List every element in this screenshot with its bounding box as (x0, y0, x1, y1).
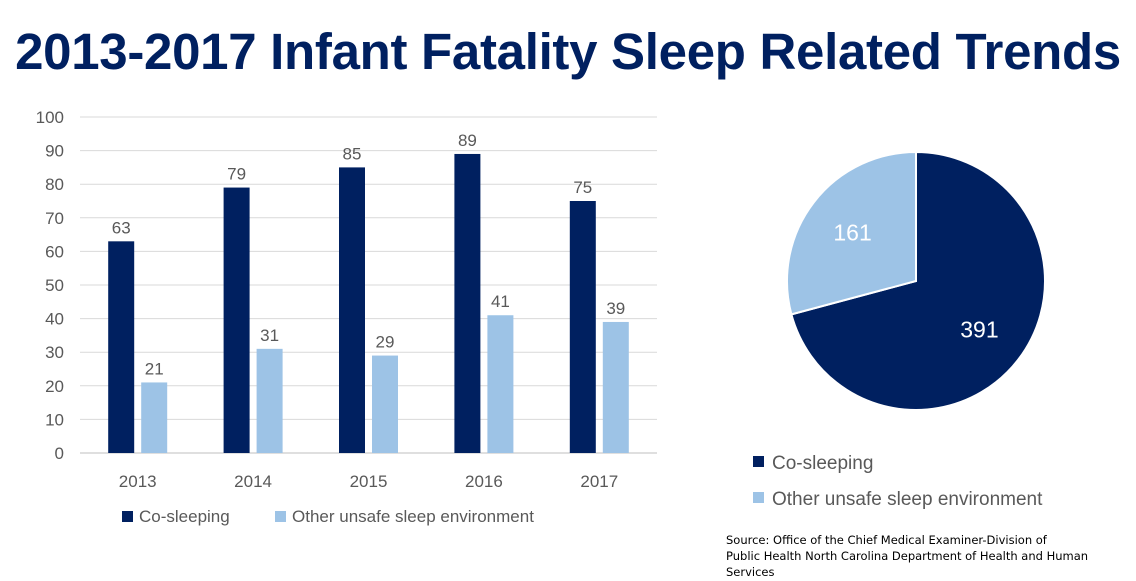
legend-swatch-other (753, 492, 764, 503)
data-label: 75 (573, 178, 592, 197)
data-label: 29 (376, 333, 395, 352)
bar-other-2013 (141, 382, 168, 453)
x-tick-label: 2017 (580, 472, 618, 491)
bar-co-sleeping-2014 (223, 187, 250, 453)
bar-co-sleeping-2017 (569, 201, 596, 453)
data-label: 21 (145, 359, 164, 378)
pie-slice-co-sleeping (790, 150, 1046, 411)
x-tick-label: 2016 (465, 472, 503, 491)
y-tick-label: 70 (45, 209, 64, 228)
bar-co-sleeping-2016 (454, 153, 481, 453)
data-label: 31 (260, 326, 279, 345)
data-label: 41 (491, 292, 510, 311)
legend-swatch-other (275, 511, 286, 522)
pie-data-label: 161 (833, 219, 871, 245)
legend-label: Co-sleeping (139, 507, 230, 526)
data-label: 39 (606, 299, 625, 318)
y-tick-label: 60 (45, 242, 64, 261)
y-tick-label: 0 (55, 444, 64, 463)
y-tick-label: 20 (45, 377, 64, 396)
y-tick-label: 50 (45, 276, 64, 295)
data-label: 85 (343, 144, 362, 163)
bar-other-2016 (487, 315, 514, 453)
source-note: Source: Office of the Chief Medical Exam… (726, 532, 1136, 580)
legend-label: Other unsafe sleep environment (772, 489, 1043, 510)
bar-other-2015 (372, 355, 398, 453)
data-label: 79 (227, 165, 246, 184)
legend-label: Other unsafe sleep environment (292, 507, 534, 526)
bar-co-sleeping-2013 (108, 241, 135, 453)
source-line-2: Public Health North Carolina Department … (726, 549, 1089, 579)
bar-other-2017 (602, 321, 629, 453)
x-tick-label: 2013 (119, 472, 157, 491)
y-tick-label: 30 (45, 343, 64, 362)
x-tick-label: 2015 (350, 472, 388, 491)
pie-data-label: 391 (960, 317, 998, 343)
pie-slice-other (786, 150, 917, 316)
page-title: 2013-2017 Infant Fatality Sleep Related … (15, 23, 1121, 80)
y-tick-label: 100 (36, 108, 64, 127)
y-tick-label: 10 (45, 410, 64, 429)
legend-swatch-co-sleeping (122, 511, 133, 522)
bar-other-2014 (256, 348, 283, 453)
y-tick-label: 80 (45, 175, 64, 194)
legend-swatch-co-sleeping (753, 456, 764, 467)
data-label: 89 (458, 131, 477, 150)
legend-label: Co-sleeping (772, 453, 873, 474)
x-tick-label: 2014 (234, 472, 272, 491)
y-tick-label: 90 (45, 142, 64, 161)
bar-co-sleeping-2015 (339, 167, 365, 453)
source-line-1: Source: Office of the Chief Medical Exam… (726, 533, 1047, 547)
data-label: 63 (112, 218, 131, 237)
y-tick-label: 40 (45, 310, 64, 329)
